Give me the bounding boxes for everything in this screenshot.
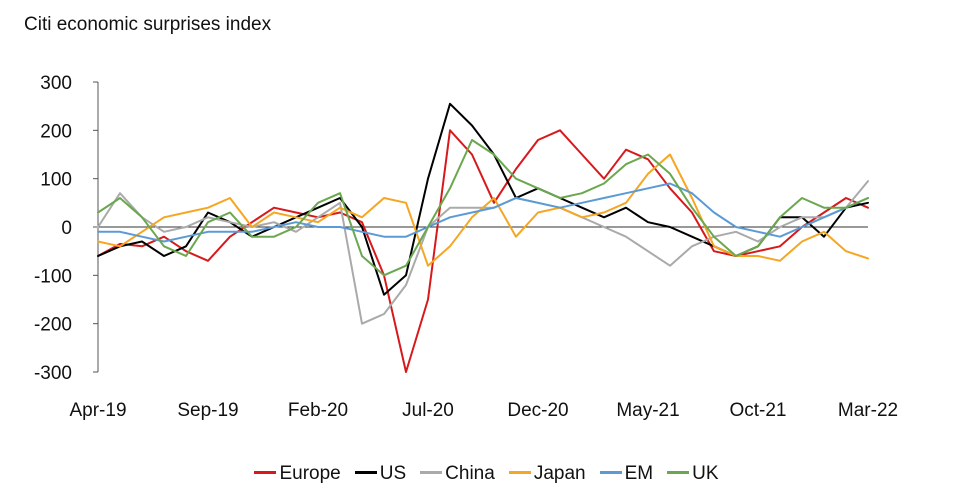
x-tick-label: Feb-20 xyxy=(288,400,348,421)
legend-swatch xyxy=(599,471,622,475)
x-tick-label: Apr-19 xyxy=(69,400,126,421)
legend-label: Japan xyxy=(533,463,586,484)
series-line-uk xyxy=(97,139,869,277)
legend-swatch xyxy=(420,471,443,475)
legend-label: EM xyxy=(624,463,654,484)
legend-item-china: China xyxy=(420,463,495,485)
chart-legend: Europe US China Japan EM UK xyxy=(0,463,973,485)
legend-swatch xyxy=(354,471,377,475)
y-tick-label: -300 xyxy=(34,363,72,384)
series-line-japan xyxy=(97,153,869,267)
legend-label: UK xyxy=(692,463,719,484)
series-line-us xyxy=(97,102,869,296)
legend-label: US xyxy=(379,463,407,484)
legend-swatch xyxy=(508,471,531,475)
chart-title: Citi economic surprises index xyxy=(24,14,272,35)
legend-label: China xyxy=(445,463,495,484)
legend-item-uk: UK xyxy=(667,463,719,485)
x-tick-label: Oct-21 xyxy=(729,400,786,421)
x-tick-label: Mar-22 xyxy=(838,400,898,421)
y-tick-label: 200 xyxy=(40,121,72,142)
legend-label: Europe xyxy=(279,463,341,484)
legend-item-us: US xyxy=(354,463,407,485)
x-tick-label: Dec-20 xyxy=(507,400,568,421)
y-tick-label: 300 xyxy=(40,73,72,94)
y-tick-label: 0 xyxy=(61,218,72,239)
y-tick-label: 100 xyxy=(40,170,72,191)
legend-swatch xyxy=(254,471,277,475)
legend-item-em: EM xyxy=(599,463,654,485)
y-tick-label: -100 xyxy=(34,266,72,287)
x-tick-label: Jul-20 xyxy=(402,400,454,421)
legend-item-europe: Europe xyxy=(254,463,341,485)
legend-item-japan: Japan xyxy=(508,463,586,485)
line-chart: 300 200 100 0 -100 -200 -300 Apr-19 Sep-19 Feb-20… xyxy=(34,73,898,421)
series-line-europe xyxy=(97,129,869,373)
x-tick-label: Sep-19 xyxy=(177,400,238,421)
legend-swatch xyxy=(667,471,690,475)
series-line-em xyxy=(97,182,869,243)
y-tick-label: -200 xyxy=(34,315,72,336)
x-tick-label: May-21 xyxy=(616,400,679,421)
